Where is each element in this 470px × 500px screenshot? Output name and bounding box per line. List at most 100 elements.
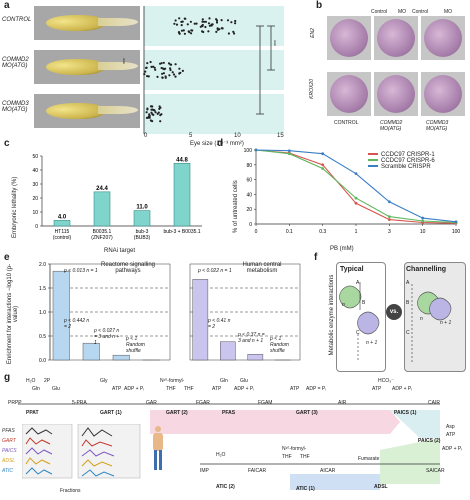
node-fgar: FGAR — [196, 400, 210, 406]
eye-axis-label: Eye size (10⁻³ mm²) — [190, 141, 244, 147]
node-gar: GAR — [146, 400, 157, 406]
category-sublabel: (control) — [53, 235, 72, 241]
bar — [93, 191, 111, 227]
node-gly: Gly — [100, 378, 108, 384]
embryo-cell-krox20-commd3 — [421, 72, 465, 116]
eye-dot — [148, 116, 151, 119]
eye-dot — [145, 66, 148, 69]
tick-5: 5 — [189, 133, 193, 139]
y-tick-label: 0 — [249, 222, 252, 228]
node-gln-2: Gln — [220, 378, 228, 384]
eye-dot — [169, 68, 172, 72]
node-atp-1: ATP — [112, 386, 122, 392]
node-adp-5: ADP + Pᵢ — [442, 446, 463, 452]
node-n-typical: n — [342, 302, 345, 308]
bottom-label-commd2: COMMD2 MO(ATG) — [380, 120, 403, 132]
track-label-atic: ATIC — [2, 468, 14, 474]
x-tick-label: 10 — [420, 229, 426, 235]
enrichment-bar — [220, 341, 236, 361]
node-thf-4: THF — [300, 454, 310, 460]
metabolic-side-label: Metabolic enzyme interactions — [329, 274, 335, 356]
eye-dot — [230, 21, 233, 24]
node-glu: Glu — [52, 386, 60, 392]
node-n1-channel: n + 1 — [440, 320, 452, 326]
row-label-control: CONTROL — [2, 17, 32, 23]
tick-15: 15 — [277, 133, 284, 139]
enzyme-paics1: PAICS (1) — [394, 410, 417, 416]
legend-item-crispr6: CCDC97 CRISPR-6 — [368, 158, 435, 164]
enrichment-bar — [112, 354, 130, 361]
panel-label-c: c — [4, 138, 10, 149]
eye-dot — [226, 19, 230, 22]
col-header-mo-1: MO — [398, 9, 407, 15]
eye-dot — [218, 28, 221, 31]
node-glu-2: Glu — [240, 378, 248, 384]
eye-dot — [233, 32, 236, 35]
vs-badge: vs. — [386, 304, 402, 320]
node-cair: CAIR — [428, 400, 440, 406]
eye-dot — [201, 23, 204, 27]
y-tick-label: 1.0 — [39, 310, 46, 316]
eye-dot — [207, 22, 211, 25]
eye-dot — [159, 120, 162, 123]
eye-dot — [220, 19, 223, 22]
series-point — [321, 167, 325, 170]
row-label-commd2: COMMD2 MO(ATG) — [2, 57, 29, 69]
y-tick-label: 0.5 — [39, 334, 46, 340]
eye-dot — [215, 21, 219, 24]
enzyme-ppat: PPAT — [26, 410, 39, 416]
viability-legend: CCDC97 CRISPR-1 CCDC97 CRISPR-6 Scramble… — [368, 152, 435, 170]
viability-xlabel: PB (mM) — [330, 246, 354, 252]
category-sublabel: (ZNF207) — [91, 235, 113, 241]
enzyme-gart3: GART (3) — [296, 410, 318, 416]
node-saicar: SAICAR — [426, 468, 445, 474]
bar — [53, 220, 71, 227]
node-b-typical: B — [362, 300, 366, 306]
series-point — [454, 220, 458, 224]
enzyme-n1-channel — [429, 297, 452, 321]
series-point — [354, 172, 358, 176]
bar-value-label: 24.4 — [96, 186, 108, 192]
eye-dot — [148, 114, 151, 118]
node-5pra: 5-PRA — [72, 400, 87, 406]
node-fumarate: Fumarate — [358, 456, 380, 462]
annot-right-n1: p < 0.022 n = 1 — [198, 268, 232, 274]
tick-0: 0 — [144, 133, 148, 139]
node-c-typical: C — [356, 330, 360, 336]
enrichment-bar — [82, 342, 100, 361]
node-adp-3: ADP = Pᵢ — [306, 386, 327, 392]
node-aicar: AICAR — [320, 468, 336, 474]
annot-right-n2: p < 0.41 n = 2 — [208, 318, 231, 330]
y-tick-label: 40 — [32, 168, 38, 174]
node-2p: 2P — [44, 378, 51, 384]
y-tick-label: 1.5 — [39, 286, 46, 292]
enzyme-paics2: PAICS (2) — [418, 438, 441, 444]
enrichment-bar — [52, 270, 70, 361]
series-point — [354, 196, 358, 200]
significance-stars-2: *** — [273, 40, 280, 46]
node-n10-formyl-top: N¹⁰-formyl- — [160, 378, 185, 384]
embryo-cell-krox20-commd2 — [374, 72, 418, 116]
annot-left-n3: p < 0.027 n = 3 and n + 1 — [94, 328, 120, 346]
eye-dot — [189, 20, 192, 23]
eye-dot — [161, 72, 164, 75]
eye-dot — [232, 30, 235, 33]
node-hco3: HCO₃⁻ — [378, 378, 394, 384]
eye-size-dotplot — [143, 6, 284, 134]
node-c-channel: C — [406, 330, 410, 336]
annot-right-random: p < 1 Random shuffle — [270, 336, 289, 354]
series-point — [387, 215, 391, 218]
node-atp-5: ATP — [446, 432, 456, 438]
y-tick-label: 2.0 — [39, 262, 46, 268]
node-h2o-bottom: H₂O — [216, 452, 226, 458]
series-point — [254, 148, 258, 152]
series-point — [321, 152, 325, 156]
enzyme-atic1: ATIC (1) — [296, 486, 315, 492]
node-atp-4: ATP — [372, 386, 382, 392]
eye-dot — [163, 68, 166, 71]
enzyme-gart2: GART (2) — [166, 410, 188, 416]
node-atp-2: ATP — [212, 386, 222, 392]
legend-item-crispr1: CCDC97 CRISPR-1 — [368, 152, 435, 158]
eye-dot — [159, 114, 162, 117]
eye-dot — [208, 17, 211, 20]
